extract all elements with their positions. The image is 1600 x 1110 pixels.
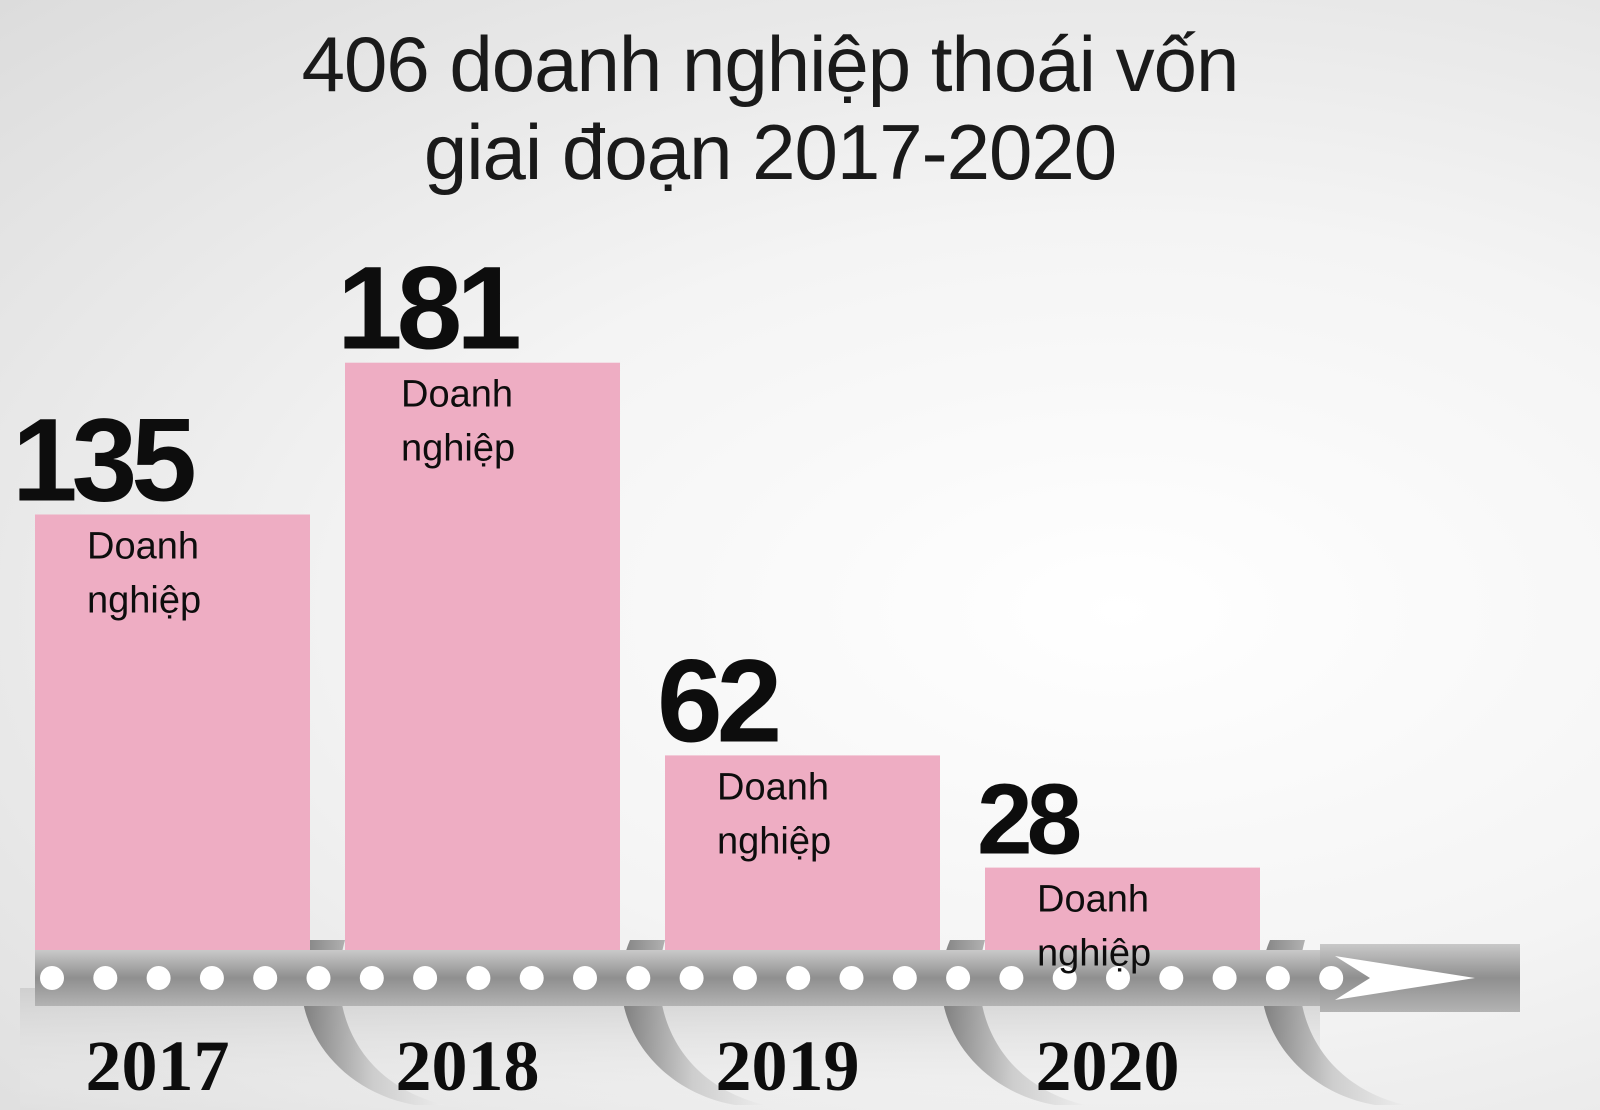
unit-label-line-2: nghiệp (401, 428, 515, 470)
bars (35, 362, 1260, 980)
timeline-dot (1212, 966, 1237, 990)
unit-label-line-2: nghiệp (87, 580, 201, 622)
timeline-dot (892, 966, 917, 990)
timeline-dot (732, 966, 757, 990)
year-label-2017: 2017 (86, 1026, 230, 1106)
timeline-dot (626, 966, 651, 990)
timeline-arrow-icon (1335, 956, 1475, 1000)
year-label-2018: 2018 (396, 1026, 540, 1106)
unit-label-line-2: nghiệp (1037, 933, 1151, 975)
year-label-2020: 2020 (1036, 1026, 1180, 1106)
timeline-dot (679, 966, 704, 990)
timeline-dot (466, 966, 491, 990)
timeline-dot (946, 966, 971, 990)
timeline-dot (359, 966, 384, 990)
bar-2019 (665, 755, 940, 980)
timeline-dot (1319, 966, 1344, 990)
bar-2018 (345, 362, 620, 980)
timeline-dot (839, 966, 864, 990)
timeline-dot (413, 966, 438, 990)
chart-title-line-1: 406 doanh nghiệp thoái vốn (301, 20, 1240, 108)
unit-label-line-1: Doanh (717, 766, 829, 808)
timeline (35, 944, 1520, 1012)
timeline-dot (93, 966, 118, 990)
timeline-dot (40, 966, 64, 990)
chart-title: 406 doanh nghiệp thoái vốn giai đoạn 201… (220, 20, 1320, 196)
timeline-dot (1159, 966, 1184, 990)
value-label-2019: 62 (657, 635, 778, 767)
value-label-2020: 28 (977, 764, 1080, 876)
timeline-dot (199, 966, 224, 990)
timeline-dot (999, 966, 1024, 990)
timeline-dot (786, 966, 811, 990)
value-label-2017: 135 (12, 395, 194, 527)
timeline-dot (1052, 966, 1077, 990)
unit-label-line-1: Doanh (401, 374, 513, 416)
timeline-dot (146, 966, 171, 990)
value-label-2018: 181 (337, 243, 519, 375)
timeline-dot (1106, 966, 1130, 990)
timeline-dot (573, 966, 597, 990)
timeline-dot (253, 966, 278, 990)
labels: 135Doanhnghiệp2017181Doanhnghiệp201862Do… (12, 243, 1180, 1106)
bar-2017 (35, 514, 310, 980)
unit-label-line-1: Doanh (1037, 879, 1149, 921)
unit-label-line-2: nghiệp (717, 820, 831, 862)
year-label-2019: 2019 (716, 1026, 860, 1106)
unit-label-line-1: Doanh (87, 526, 199, 568)
timeline-dot (306, 966, 331, 990)
timeline-dot (1265, 966, 1290, 990)
timeline-dot (519, 966, 544, 990)
chart-title-line-2: giai đoạn 2017-2020 (423, 108, 1117, 196)
